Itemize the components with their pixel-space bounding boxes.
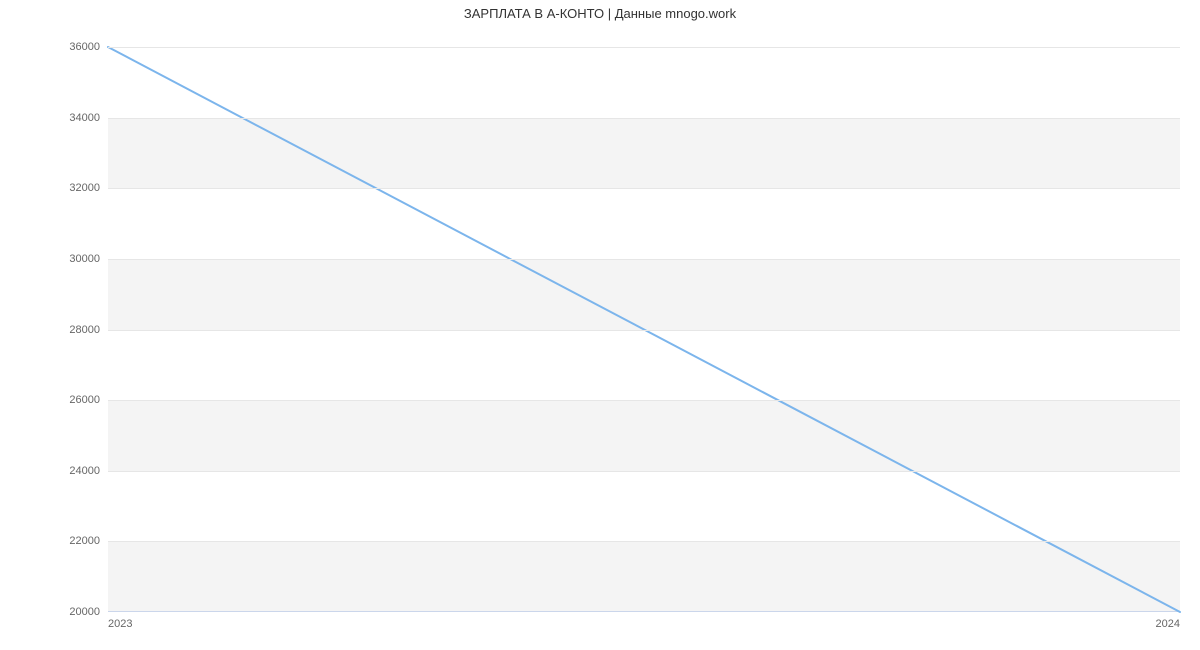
- x-tick-label: 2023: [108, 612, 132, 630]
- y-gridline: [108, 259, 1180, 260]
- y-tick-label: 24000: [69, 465, 108, 477]
- y-gridline: [108, 188, 1180, 189]
- line-chart: ЗАРПЛАТА В А-КОНТО | Данные mnogo.work 2…: [0, 0, 1200, 650]
- y-gridline: [108, 330, 1180, 331]
- y-gridline: [108, 47, 1180, 48]
- y-tick-label: 30000: [69, 253, 108, 265]
- y-tick-label: 34000: [69, 112, 108, 124]
- y-gridline: [108, 118, 1180, 119]
- y-tick-label: 28000: [69, 324, 108, 336]
- y-tick-label: 26000: [69, 394, 108, 406]
- y-tick-label: 36000: [69, 41, 108, 53]
- x-tick-label: 2024: [1156, 612, 1180, 630]
- y-gridline: [108, 471, 1180, 472]
- chart-title: ЗАРПЛАТА В А-КОНТО | Данные mnogo.work: [0, 6, 1200, 21]
- y-gridline: [108, 400, 1180, 401]
- plot-area: 2000022000240002600028000300003200034000…: [108, 47, 1180, 612]
- y-tick-label: 22000: [69, 535, 108, 547]
- y-tick-label: 20000: [69, 606, 108, 618]
- y-tick-label: 32000: [69, 182, 108, 194]
- y-gridline: [108, 541, 1180, 542]
